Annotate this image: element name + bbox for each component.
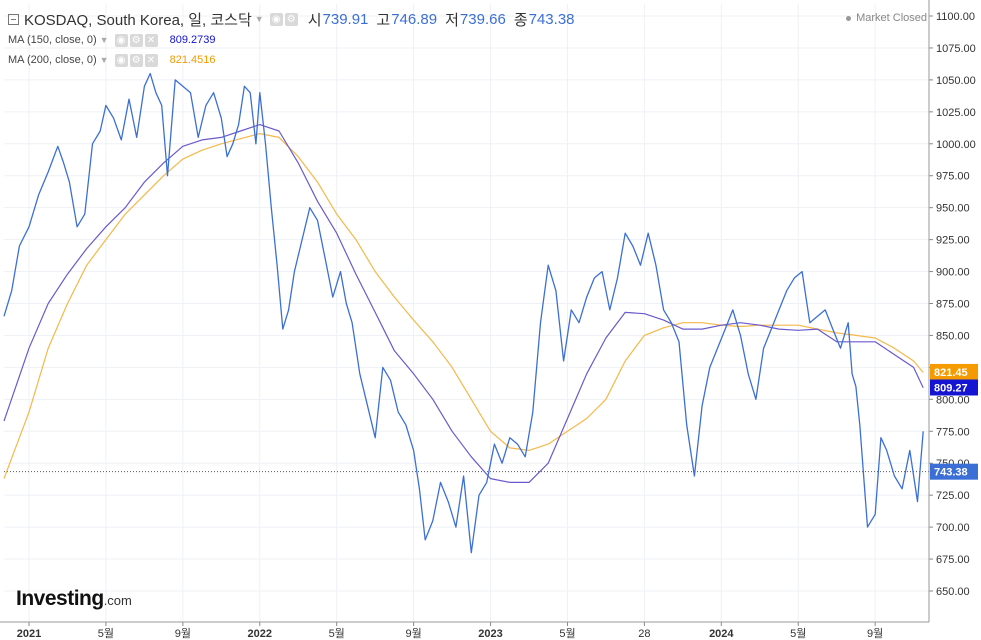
last-price-tag-label: 743.38 — [934, 467, 968, 479]
x-tick-label: 5월 — [98, 627, 114, 640]
x-tick-label: 2024 — [709, 628, 734, 640]
y-tick-label: 1025.00 — [936, 107, 976, 119]
ma150-value: 809.2739 — [169, 34, 216, 46]
ma200-row: MA (200, close, 0) ▼ ◉ ⚙ ✕ 821.4516 — [8, 50, 575, 70]
x-tick-label: 9월 — [175, 627, 191, 640]
open-label: 시 — [307, 11, 322, 29]
x-tick-label: 5월 — [329, 627, 345, 640]
logo-tld: .com — [103, 593, 132, 608]
y-tick-label: 1075.00 — [936, 43, 976, 55]
y-tick-label: 900.00 — [936, 267, 970, 279]
y-tick-label: 1000.00 — [936, 139, 976, 151]
y-tick-label: 675.00 — [936, 554, 970, 566]
x-tick-label: 9월 — [867, 627, 883, 640]
status-dot-icon — [846, 15, 852, 21]
y-tick-label: 700.00 — [936, 522, 970, 534]
y-tick-label: 925.00 — [936, 235, 970, 247]
gear-icon[interactable]: ⚙ — [129, 33, 143, 47]
y-tick-label: 950.00 — [936, 203, 970, 215]
x-tick-label: 2023 — [478, 628, 502, 640]
price-line — [3, 72, 924, 554]
y-tick-label: 775.00 — [936, 426, 970, 438]
y-tick-label: 1050.00 — [936, 75, 976, 87]
open-value: 739.91 — [322, 10, 369, 28]
close-icon[interactable]: ✕ — [144, 33, 158, 47]
close-value: 743.38 — [528, 10, 575, 28]
ma200-price-tag-label: 821.45 — [934, 367, 968, 379]
eye-icon[interactable]: ◉ — [114, 53, 128, 67]
high-label: 고 — [376, 11, 391, 29]
y-tick-label: 650.00 — [936, 586, 970, 598]
logo-brand: Investing — [16, 587, 104, 610]
investing-logo: Investing.com — [16, 587, 132, 611]
chevron-down-icon[interactable]: ▼ — [254, 14, 264, 24]
y-tick-label: 975.00 — [936, 171, 970, 183]
x-tick-label: 2021 — [17, 628, 41, 640]
x-tick-label: 28 — [638, 628, 650, 640]
eye-icon[interactable]: ◉ — [114, 33, 128, 47]
ma150-line — [3, 123, 924, 483]
ma200-label: MA (200, close, 0) — [8, 54, 97, 66]
y-tick-label: 725.00 — [936, 490, 970, 502]
x-tick-label: 9월 — [405, 627, 421, 640]
close-icon[interactable]: ✕ — [144, 53, 158, 67]
y-tick-label: 875.00 — [936, 299, 970, 311]
gear-icon[interactable]: ⚙ — [129, 53, 143, 67]
legend: KOSDAQ, South Korea, 일, 코스닥 ▼ ◉ ⚙ 시 739.9… — [8, 8, 575, 70]
price-tag-layer: 821.45 809.27 743.38 — [930, 363, 978, 480]
ma150-price-tag-bg — [930, 379, 978, 396]
low-label: 저 — [445, 11, 459, 29]
x-tick-label: 2022 — [248, 628, 272, 640]
chevron-down-icon[interactable]: ▼ — [99, 55, 109, 65]
symbol-row: KOSDAQ, South Korea, 일, 코스닥 ▼ ◉ ⚙ 시 739.9… — [8, 8, 575, 30]
low-value: 739.66 — [459, 10, 506, 28]
ma150-row: MA (150, close, 0) ▼ ◉ ⚙ ✕ 809.2739 — [8, 30, 575, 50]
x-tick-label: 5월 — [790, 627, 806, 640]
y-tick-label: 1100.00 — [936, 11, 975, 23]
y-tick-label: 800.00 — [936, 394, 970, 406]
symbol-title: KOSDAQ, South Korea, 일, 코스닥 — [24, 11, 252, 29]
collapse-icon[interactable] — [8, 13, 19, 25]
last-price-tag-bg — [930, 463, 978, 480]
grid-layer — [4, 4, 929, 622]
series-layer — [3, 72, 924, 554]
close-label: 종 — [513, 11, 528, 29]
ma150-label: MA (150, close, 0) — [8, 34, 97, 46]
market-status-text: Market Closed — [856, 12, 927, 24]
ma200-line — [3, 133, 924, 479]
ma200-price-tag-bg — [930, 363, 978, 380]
eye-icon[interactable]: ◉ — [269, 12, 283, 26]
gear-icon[interactable]: ⚙ — [284, 12, 298, 26]
market-status: Market Closed — [846, 12, 927, 24]
high-value: 746.89 — [391, 10, 438, 28]
ma200-value: 821.4516 — [169, 54, 216, 66]
y-tick-label: 850.00 — [936, 330, 970, 342]
x-tick-label: 5월 — [559, 627, 575, 640]
ma150-price-tag-label: 809.27 — [934, 382, 968, 394]
chevron-down-icon[interactable]: ▼ — [99, 35, 109, 45]
